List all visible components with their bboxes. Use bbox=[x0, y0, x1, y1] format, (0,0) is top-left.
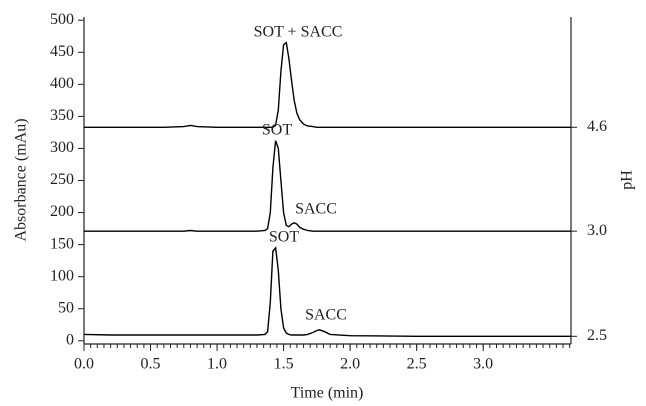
y2-tick-label: 2.5 bbox=[587, 327, 607, 344]
y-tick-label: 400 bbox=[50, 75, 74, 92]
annotation: SOT bbox=[269, 229, 299, 246]
y2-tick-label: 3.0 bbox=[587, 222, 607, 239]
annotation: SOT bbox=[262, 122, 292, 139]
x-tick-label: 0.5 bbox=[141, 356, 161, 373]
annotation: SACC bbox=[295, 201, 337, 218]
trace bbox=[84, 41, 571, 128]
y2-tick-label: 4.6 bbox=[587, 118, 607, 135]
x-tick-label: 1.0 bbox=[207, 356, 227, 373]
x-tick-label: 3.0 bbox=[473, 356, 493, 373]
annotation: SOT + SACC bbox=[254, 24, 343, 41]
y-tick-label: 100 bbox=[50, 267, 74, 284]
y-tick-label: 250 bbox=[50, 171, 74, 188]
y-tick-label: 350 bbox=[50, 107, 74, 124]
y-tick-label: 300 bbox=[50, 139, 74, 156]
y-tick-label: 50 bbox=[58, 299, 74, 316]
y-tick-label: 200 bbox=[50, 203, 74, 220]
y2-axis-label: pH bbox=[619, 170, 636, 190]
y-tick-label: 450 bbox=[50, 43, 74, 60]
x-tick-label: 2.5 bbox=[407, 356, 427, 373]
x-tick-label: 2.0 bbox=[340, 356, 360, 373]
x-tick-label: 0.0 bbox=[74, 356, 94, 373]
trace bbox=[84, 140, 571, 232]
y-tick-label: 0 bbox=[66, 331, 74, 348]
annotation: SACC bbox=[305, 307, 347, 324]
y-axis-label: Absorbance (mAu) bbox=[13, 118, 30, 241]
y-tick-label: 150 bbox=[50, 235, 74, 252]
x-axis-label: Time (min) bbox=[291, 385, 364, 402]
y-tick-label: 500 bbox=[50, 11, 74, 28]
x-tick-label: 1.5 bbox=[274, 356, 294, 373]
trace bbox=[83, 246, 571, 337]
